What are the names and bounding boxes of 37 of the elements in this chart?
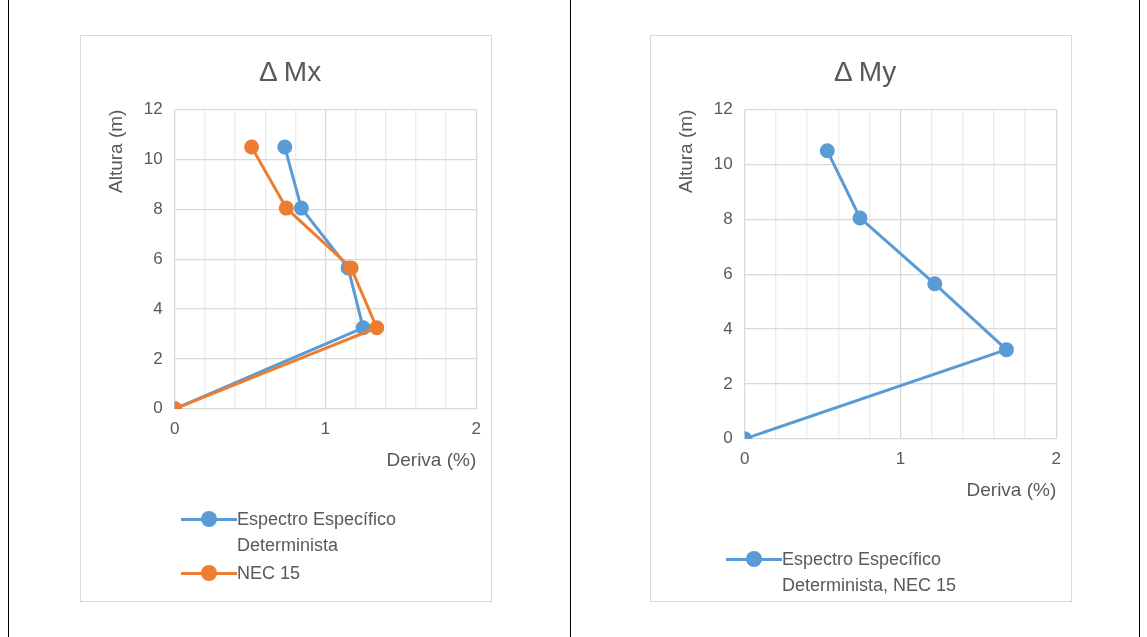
legend-label: Espectro Específico Determinista: [237, 508, 398, 557]
point: [293, 200, 309, 216]
y-tick-label: 6: [723, 263, 733, 283]
y-tick-label: 2: [153, 348, 163, 368]
y-axis-title: Altura (m): [674, 109, 696, 194]
point: [927, 276, 943, 292]
y-tick-label: 10: [143, 149, 163, 169]
legend-label: NEC 15: [237, 562, 301, 585]
point: [369, 320, 385, 336]
y-tick-label: 0: [153, 398, 163, 418]
y-tick-label: 6: [153, 248, 163, 268]
x-tick-label: 2: [471, 418, 482, 438]
y-tick-label: 10: [713, 154, 733, 174]
chart-title: Δ Mx: [258, 55, 322, 87]
x-tick-label: 0: [739, 448, 750, 468]
x-tick-label: 1: [320, 418, 331, 438]
y-tick-label: 2: [723, 373, 733, 393]
y-tick-label: 12: [713, 99, 733, 119]
y-tick-label: 4: [723, 318, 733, 338]
y-tick-label: 8: [723, 209, 733, 229]
x-tick-label: 2: [1051, 448, 1062, 468]
y-axis-title: Altura (m): [104, 109, 126, 194]
point: [998, 342, 1014, 358]
point: [852, 210, 868, 226]
chart-title: Δ My: [833, 55, 897, 87]
x-axis-title: Deriva (%): [386, 448, 477, 470]
y-tick-label: 4: [153, 298, 163, 318]
x-tick-label: 0: [169, 418, 180, 438]
x-axis-title: Deriva (%): [966, 478, 1057, 500]
legend-label: Espectro Específico Determinista, NEC 15: [782, 548, 958, 597]
x-tick-label: 1: [895, 448, 906, 468]
y-tick-label: 8: [153, 199, 163, 219]
point: [278, 200, 294, 216]
point: [244, 139, 260, 155]
point: [819, 143, 835, 159]
y-tick-label: 12: [143, 99, 163, 119]
point: [277, 139, 293, 155]
